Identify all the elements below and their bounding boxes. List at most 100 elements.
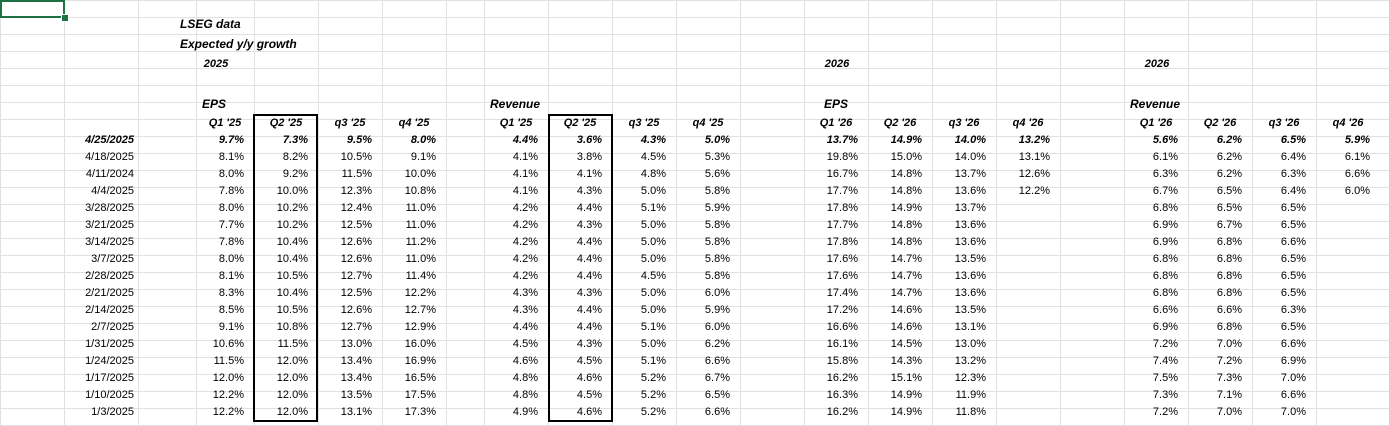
data-cell[interactable]: 7.0%	[1280, 406, 1306, 418]
data-cell[interactable]: 16.5%	[404, 372, 436, 384]
data-cell[interactable]: 6.8%	[1152, 287, 1178, 299]
data-cell[interactable]: 6.8%	[1152, 202, 1178, 214]
data-cell[interactable]: 10.8%	[276, 321, 308, 333]
data-cell[interactable]: 12.6%	[340, 304, 372, 316]
data-cell[interactable]: 6.0%	[704, 321, 730, 333]
data-cell[interactable]: 4.9%	[512, 406, 538, 418]
data-cell[interactable]: 4.8%	[512, 372, 538, 384]
data-cell[interactable]: 4.2%	[512, 253, 538, 265]
data-cell[interactable]: 6.6%	[1280, 389, 1306, 401]
data-cell[interactable]: 4.3%	[576, 338, 602, 350]
row-date[interactable]: 4/11/2024	[85, 168, 134, 180]
data-cell[interactable]: 13.6%	[954, 185, 986, 197]
data-cell[interactable]: 14.3%	[890, 355, 922, 367]
data-cell[interactable]: 6.8%	[1216, 253, 1242, 265]
data-cell[interactable]: 6.3%	[1152, 168, 1178, 180]
data-cell[interactable]: 14.5%	[890, 338, 922, 350]
data-cell[interactable]: 4.3%	[640, 134, 666, 146]
data-cell[interactable]: 13.0%	[954, 338, 986, 350]
data-cell[interactable]: 13.1%	[1018, 151, 1050, 163]
data-cell[interactable]: 8.1%	[218, 270, 244, 282]
data-cell[interactable]: 9.1%	[218, 321, 244, 333]
data-cell[interactable]: 8.0%	[218, 168, 244, 180]
data-cell[interactable]	[996, 387, 1052, 404]
data-cell[interactable]: 14.8%	[890, 219, 922, 231]
data-cell[interactable]	[1316, 285, 1372, 302]
data-cell[interactable]: 13.1%	[340, 406, 372, 418]
data-cell[interactable]: 6.8%	[1216, 236, 1242, 248]
data-cell[interactable]: 6.5%	[704, 389, 730, 401]
data-cell[interactable]: 5.8%	[704, 270, 730, 282]
data-cell[interactable]: 12.0%	[276, 389, 308, 401]
data-cell[interactable]: 4.5%	[512, 338, 538, 350]
data-cell[interactable]: 6.5%	[1280, 219, 1306, 231]
data-cell[interactable]: 12.7%	[340, 321, 372, 333]
data-cell[interactable]: 5.9%	[704, 304, 730, 316]
data-cell[interactable]: 5.0%	[640, 219, 666, 231]
data-cell[interactable]: 10.8%	[404, 185, 436, 197]
data-cell[interactable]: 13.5%	[954, 253, 986, 265]
data-cell[interactable]: 13.7%	[954, 202, 986, 214]
data-cell[interactable]: 7.3%	[282, 134, 308, 146]
data-cell[interactable]: 6.9%	[1280, 355, 1306, 367]
data-cell[interactable]: 4.2%	[512, 236, 538, 248]
data-cell[interactable]: 13.4%	[340, 372, 372, 384]
data-cell[interactable]: 13.4%	[340, 355, 372, 367]
data-cell[interactable]: 6.6%	[1216, 304, 1242, 316]
row-date[interactable]: 3/7/2025	[91, 253, 134, 265]
data-cell[interactable]: 4.6%	[512, 355, 538, 367]
data-cell[interactable]: 5.6%	[704, 168, 730, 180]
data-cell[interactable]: 6.0%	[1344, 185, 1370, 197]
data-cell[interactable]: 5.8%	[704, 185, 730, 197]
data-cell[interactable]: 4.4%	[576, 321, 602, 333]
data-cell[interactable]: 7.3%	[1216, 372, 1242, 384]
data-cell[interactable]: 4.5%	[576, 355, 602, 367]
data-cell[interactable]	[996, 302, 1052, 319]
row-date[interactable]: 2/7/2025	[91, 321, 134, 333]
data-cell[interactable]	[996, 285, 1052, 302]
data-cell[interactable]: 8.0%	[218, 253, 244, 265]
data-cell[interactable]: 6.5%	[1280, 253, 1306, 265]
data-cell[interactable]: 11.0%	[405, 202, 436, 214]
data-cell[interactable]: 14.6%	[890, 304, 922, 316]
data-cell[interactable]: 13.2%	[1018, 134, 1050, 146]
data-cell[interactable]: 5.9%	[704, 202, 730, 214]
data-cell[interactable]: 13.6%	[954, 219, 986, 231]
data-cell[interactable]: 5.8%	[704, 219, 730, 231]
data-cell[interactable]: 17.7%	[826, 185, 858, 197]
data-cell[interactable]: 12.7%	[340, 270, 372, 282]
data-cell[interactable]: 14.8%	[890, 185, 922, 197]
data-cell[interactable]: 5.9%	[1344, 134, 1370, 146]
data-cell[interactable]: 12.2%	[212, 406, 244, 418]
row-date[interactable]: 3/14/2025	[85, 236, 134, 248]
data-cell[interactable]: 8.0%	[218, 202, 244, 214]
row-date[interactable]: 1/3/2025	[91, 406, 134, 418]
data-cell[interactable]: 6.8%	[1152, 270, 1178, 282]
row-date[interactable]: 1/24/2025	[85, 355, 134, 367]
data-cell[interactable]: 4.5%	[640, 270, 666, 282]
row-date[interactable]: 4/18/2025	[85, 151, 134, 163]
data-cell[interactable]: 14.6%	[890, 321, 922, 333]
data-cell[interactable]: 16.3%	[826, 389, 858, 401]
data-cell[interactable]: 5.0%	[640, 185, 666, 197]
data-cell[interactable]: 12.2%	[212, 389, 244, 401]
data-cell[interactable]: 6.6%	[1280, 236, 1306, 248]
data-cell[interactable]: 4.3%	[512, 287, 538, 299]
data-cell[interactable]: 12.0%	[276, 372, 308, 384]
data-cell[interactable]: 4.1%	[576, 168, 602, 180]
data-cell[interactable]: 6.8%	[1216, 270, 1242, 282]
data-cell[interactable]: 7.1%	[1216, 389, 1242, 401]
data-cell[interactable]: 6.9%	[1152, 236, 1178, 248]
data-cell[interactable]: 6.3%	[1280, 168, 1306, 180]
data-cell[interactable]: 7.0%	[1216, 406, 1242, 418]
data-cell[interactable]: 12.0%	[212, 372, 244, 384]
data-cell[interactable]: 6.5%	[1216, 185, 1242, 197]
data-cell[interactable]: 6.2%	[1216, 151, 1242, 163]
data-cell[interactable]	[1316, 387, 1372, 404]
data-cell[interactable]: 5.0%	[640, 287, 666, 299]
data-cell[interactable]: 12.6%	[1018, 168, 1050, 180]
data-cell[interactable]: 3.6%	[576, 134, 602, 146]
data-cell[interactable]: 5.6%	[1152, 134, 1178, 146]
data-cell[interactable]: 16.2%	[826, 406, 858, 418]
data-cell[interactable]: 17.4%	[826, 287, 858, 299]
